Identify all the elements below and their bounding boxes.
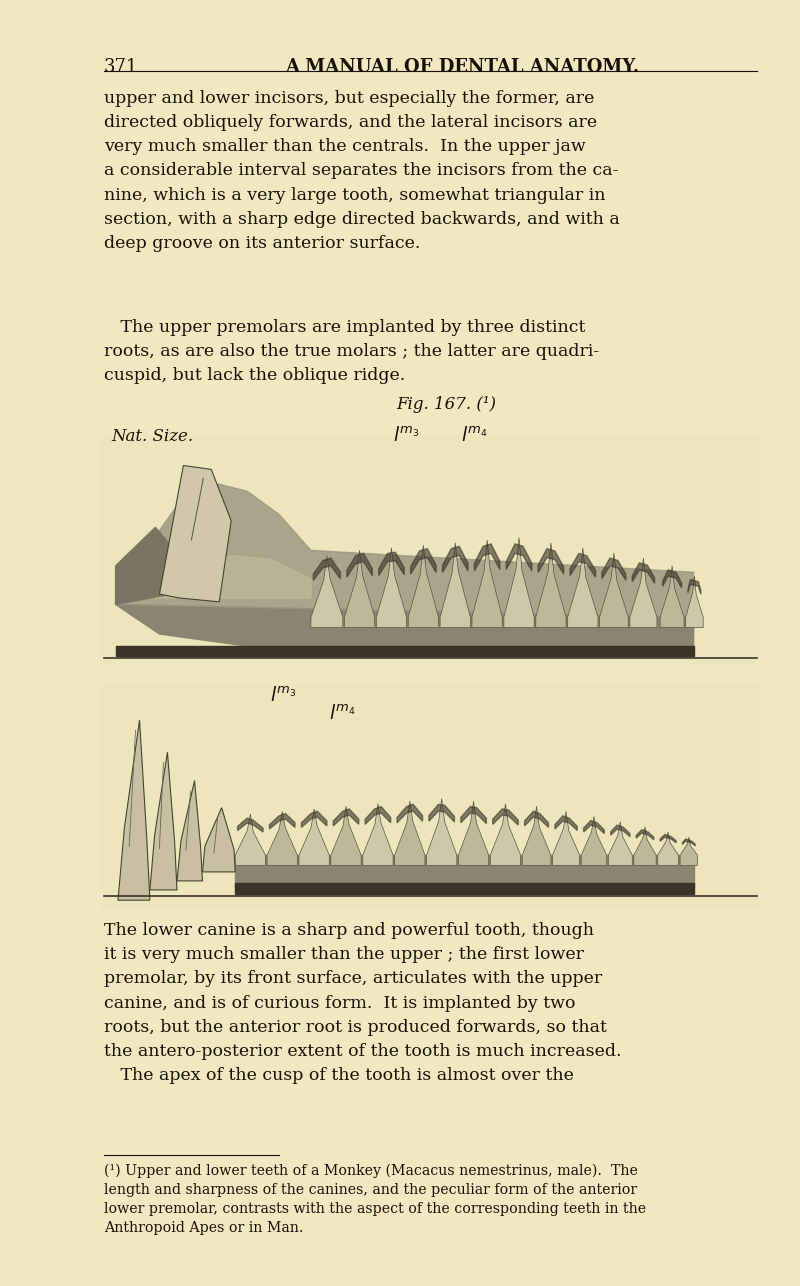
Polygon shape	[568, 548, 598, 628]
Polygon shape	[440, 543, 470, 628]
Polygon shape	[116, 646, 694, 656]
Polygon shape	[267, 811, 298, 865]
Polygon shape	[345, 550, 374, 628]
Text: (¹) Upper and lower teeth of a Monkey (Macacus nemestrinus, male).  The
length a: (¹) Upper and lower teeth of a Monkey (M…	[104, 1164, 646, 1235]
Polygon shape	[632, 563, 654, 584]
Polygon shape	[376, 548, 406, 628]
Polygon shape	[630, 558, 657, 628]
Polygon shape	[461, 806, 486, 823]
Polygon shape	[159, 466, 231, 602]
Polygon shape	[429, 804, 454, 822]
Polygon shape	[680, 837, 698, 865]
Polygon shape	[608, 822, 632, 865]
Polygon shape	[238, 818, 263, 832]
FancyBboxPatch shape	[100, 684, 762, 909]
Polygon shape	[150, 752, 177, 890]
Polygon shape	[410, 549, 436, 574]
Polygon shape	[506, 544, 532, 571]
Polygon shape	[688, 580, 701, 594]
Polygon shape	[538, 549, 564, 574]
Text: Nat. Size.: Nat. Size.	[112, 428, 194, 445]
Polygon shape	[599, 553, 628, 628]
Polygon shape	[408, 545, 438, 628]
Polygon shape	[378, 552, 404, 576]
Polygon shape	[235, 883, 694, 894]
Polygon shape	[302, 811, 327, 827]
Text: A MANUAL OF DENTAL ANATOMY.: A MANUAL OF DENTAL ANATOMY.	[286, 58, 639, 76]
Polygon shape	[299, 809, 330, 865]
Polygon shape	[458, 801, 489, 865]
Polygon shape	[270, 814, 295, 829]
Polygon shape	[493, 809, 518, 826]
Polygon shape	[662, 570, 682, 588]
Polygon shape	[686, 576, 703, 628]
Polygon shape	[397, 804, 422, 823]
Text: $l^{m_4}$: $l^{m_4}$	[461, 427, 488, 446]
Polygon shape	[347, 553, 372, 577]
Polygon shape	[682, 838, 695, 846]
Polygon shape	[553, 811, 580, 865]
Polygon shape	[636, 829, 654, 840]
Text: 371: 371	[104, 58, 138, 76]
Polygon shape	[116, 604, 694, 649]
Polygon shape	[442, 547, 468, 572]
Polygon shape	[522, 806, 551, 865]
Polygon shape	[472, 540, 502, 628]
Text: $l^{m_3}$: $l^{m_3}$	[270, 687, 296, 706]
Polygon shape	[555, 815, 578, 831]
FancyBboxPatch shape	[100, 436, 762, 665]
Polygon shape	[362, 804, 393, 865]
Polygon shape	[143, 556, 311, 598]
Polygon shape	[116, 482, 694, 617]
Polygon shape	[116, 527, 171, 604]
Polygon shape	[582, 817, 606, 865]
Polygon shape	[334, 809, 358, 826]
Text: The upper premolars are implanted by three distinct
roots, as are also the true : The upper premolars are implanted by thr…	[104, 319, 599, 385]
Polygon shape	[536, 543, 566, 628]
Polygon shape	[602, 558, 626, 580]
Polygon shape	[490, 804, 521, 865]
Polygon shape	[634, 827, 656, 865]
Polygon shape	[394, 801, 425, 865]
Polygon shape	[311, 556, 343, 628]
Text: Fig. 167. (¹): Fig. 167. (¹)	[397, 396, 497, 413]
Polygon shape	[584, 820, 604, 833]
Text: The lower canine is a sharp and powerful tooth, though
it is very much smaller t: The lower canine is a sharp and powerful…	[104, 922, 621, 1084]
Polygon shape	[474, 544, 500, 571]
Polygon shape	[177, 781, 202, 881]
Polygon shape	[331, 806, 361, 865]
Polygon shape	[660, 566, 684, 628]
Text: $l^{m_3}$: $l^{m_3}$	[394, 427, 420, 446]
Polygon shape	[426, 799, 457, 865]
Polygon shape	[504, 538, 534, 628]
Polygon shape	[658, 832, 678, 865]
Polygon shape	[610, 826, 630, 837]
Polygon shape	[314, 558, 341, 580]
Polygon shape	[235, 855, 694, 887]
Text: upper and lower incisors, but especially the former, are
directed obliquely forw: upper and lower incisors, but especially…	[104, 90, 619, 252]
Polygon shape	[365, 806, 390, 824]
Polygon shape	[525, 811, 549, 827]
Polygon shape	[235, 814, 266, 865]
Polygon shape	[202, 808, 235, 872]
Polygon shape	[118, 720, 150, 900]
Polygon shape	[660, 835, 676, 842]
Polygon shape	[570, 553, 595, 577]
Text: $l^{m_4}$: $l^{m_4}$	[330, 705, 356, 724]
